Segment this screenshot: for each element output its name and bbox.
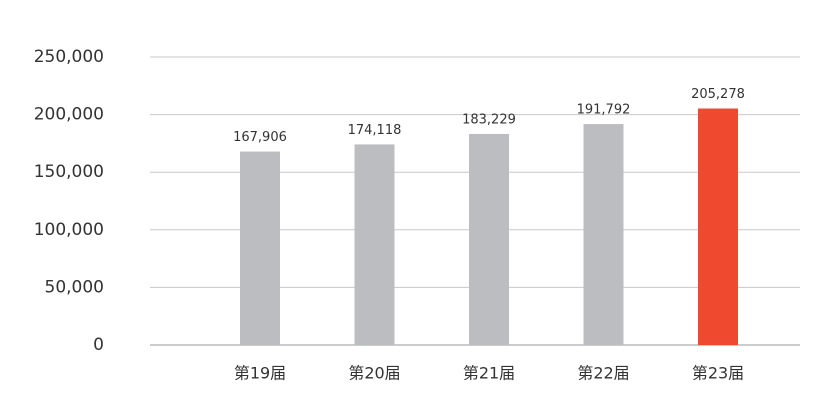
y-tick-label: 200,000: [34, 105, 104, 125]
x-tick-label: 第22届: [577, 364, 629, 383]
y-tick-label: 50,000: [45, 277, 104, 297]
x-tick-label: 第23届: [692, 364, 744, 383]
x-tick-label: 第19届: [234, 364, 286, 383]
x-tick-label: 第21届: [463, 364, 515, 383]
y-tick-label: 0: [93, 335, 104, 355]
x-tick-label: 第20届: [348, 364, 400, 383]
value-label: 205,278: [691, 87, 745, 102]
value-label: 174,118: [348, 123, 402, 138]
bar: [240, 151, 280, 345]
bar: [469, 133, 509, 345]
bar: [698, 108, 738, 345]
y-tick-label: 250,000: [34, 47, 104, 67]
y-tick-label: 100,000: [34, 220, 104, 240]
value-label: 191,792: [577, 103, 631, 118]
value-label: 167,906: [233, 130, 287, 145]
value-label: 183,229: [462, 112, 516, 127]
bar: [354, 144, 395, 345]
bar: [583, 124, 624, 345]
y-tick-label: 150,000: [34, 162, 104, 182]
